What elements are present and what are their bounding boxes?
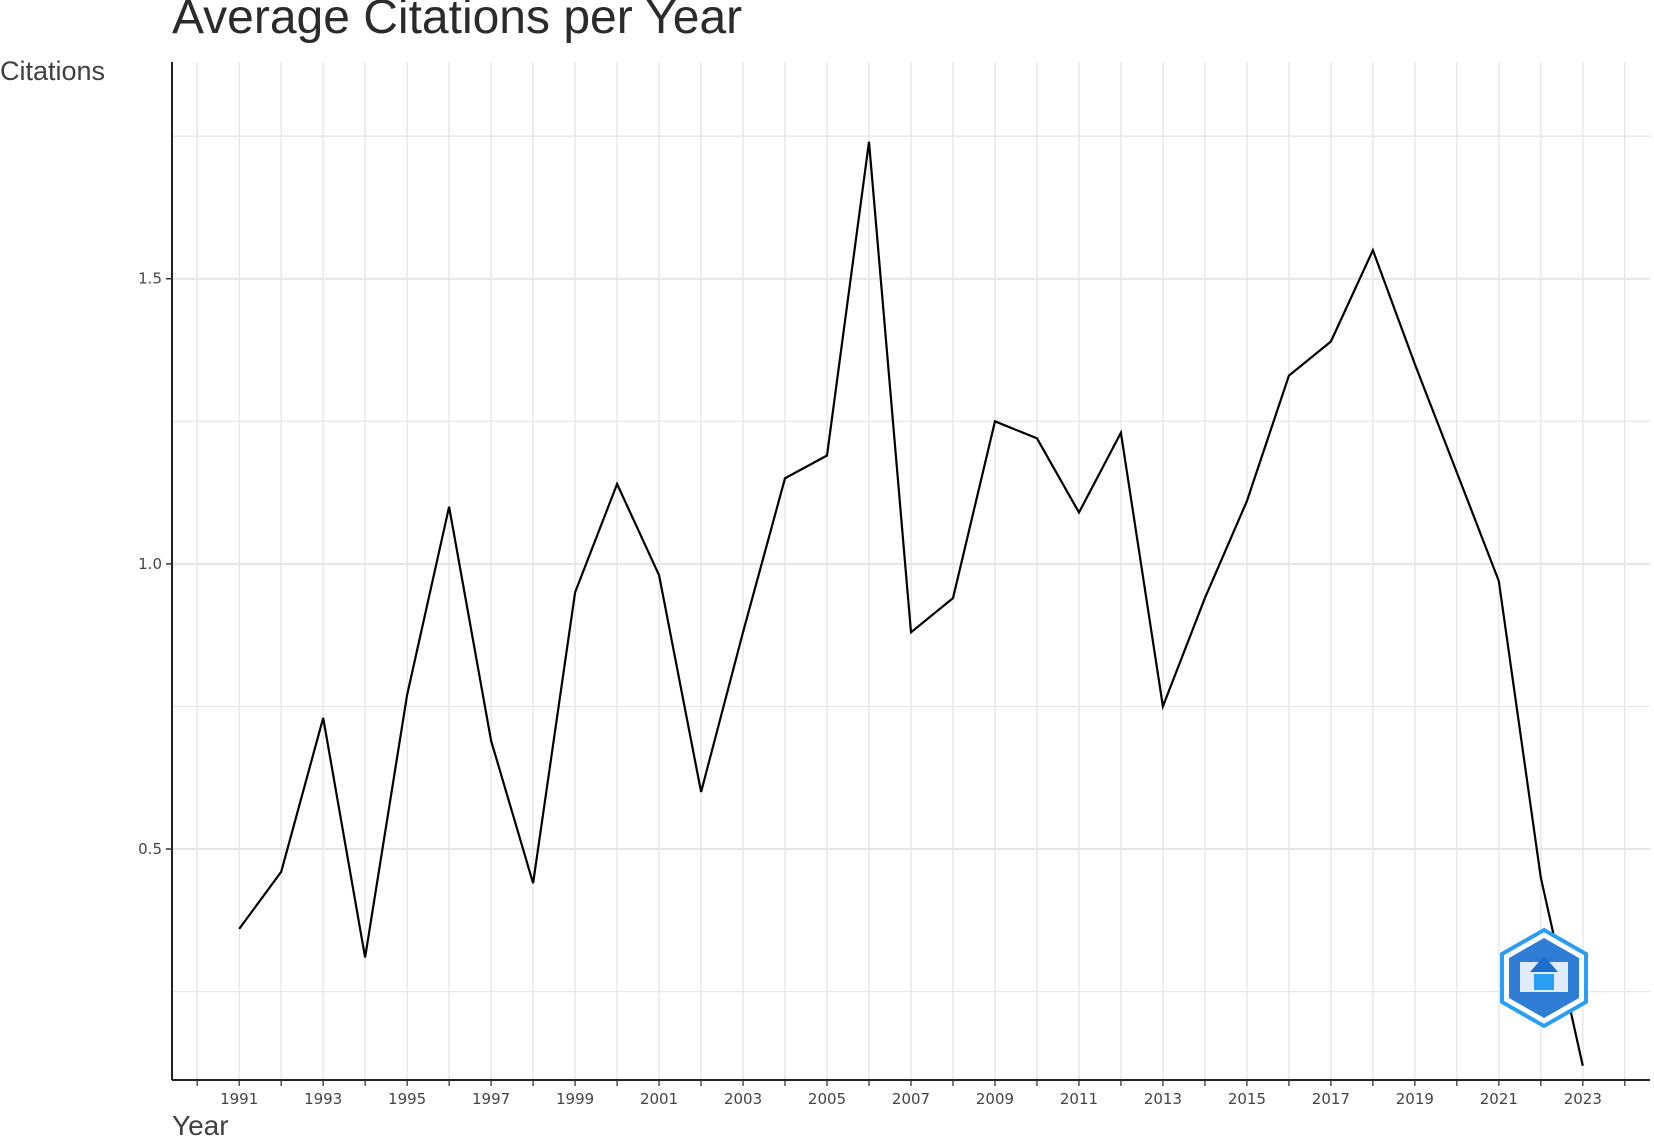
x-tick-label: 2007 xyxy=(892,1090,930,1108)
hexagon-logo-icon xyxy=(1502,930,1586,1026)
x-tick-label: 2017 xyxy=(1312,1090,1350,1108)
y-tick-label: 1.5 xyxy=(138,270,162,288)
grid-layer xyxy=(172,62,1650,1080)
x-tick-label: 1991 xyxy=(220,1090,258,1108)
x-tick-label: 1997 xyxy=(472,1090,510,1108)
x-tick-label: 2015 xyxy=(1228,1090,1266,1108)
y-tick-label: 1.0 xyxy=(138,555,162,573)
x-tick-label: 2021 xyxy=(1480,1090,1518,1108)
x-tick-label: 1995 xyxy=(388,1090,426,1108)
x-tick-label: 2005 xyxy=(808,1090,846,1108)
tick-layer: 0.5 1.0 1.5 1991 1993 1995 1997 1999 2001 2003 200… xyxy=(138,270,1625,1108)
x-tick-label: 2019 xyxy=(1396,1090,1434,1108)
x-tick-label: 2003 xyxy=(724,1090,762,1108)
y-tick-label: 0.5 xyxy=(138,840,162,858)
x-tick-label: 1993 xyxy=(304,1090,342,1108)
x-tick-label: 2023 xyxy=(1564,1090,1602,1108)
x-tick-label: 2009 xyxy=(976,1090,1014,1108)
x-tick-label: 1999 xyxy=(556,1090,594,1108)
x-tick-label: 2011 xyxy=(1060,1090,1098,1108)
x-tick-label: 2013 xyxy=(1144,1090,1182,1108)
x-tick-label: 2001 xyxy=(640,1090,678,1108)
